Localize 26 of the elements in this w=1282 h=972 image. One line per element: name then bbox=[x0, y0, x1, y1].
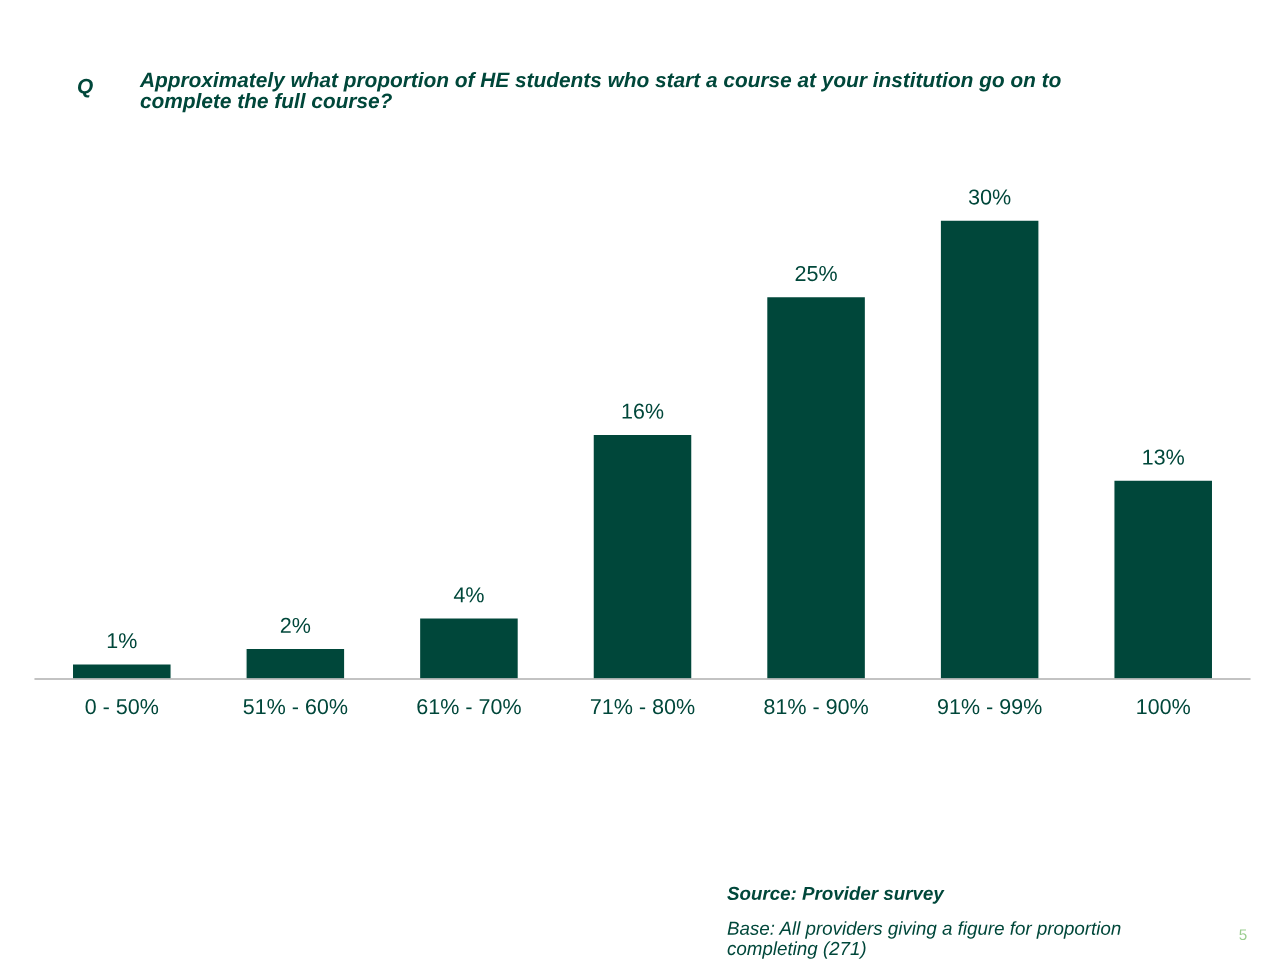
bar bbox=[71, 663, 172, 679]
x-tick-label: 81% - 90% bbox=[764, 699, 868, 715]
bar bbox=[1113, 479, 1214, 679]
text: Q bbox=[78, 78, 93, 98]
bar bbox=[765, 295, 867, 679]
x-tick-label: 51% - 60% bbox=[243, 699, 348, 715]
bar bbox=[592, 433, 693, 679]
x-tick-label: 0 - 50% bbox=[85, 699, 159, 715]
data-label: 13% bbox=[1143, 449, 1184, 465]
data-label: 25% bbox=[795, 265, 837, 282]
data-label: 4% bbox=[453, 587, 484, 603]
x-tick-label: 71% - 80% bbox=[590, 699, 695, 715]
text: 5 bbox=[1239, 929, 1247, 941]
text: Base: All providers giving a figure for proportion completing (271) bbox=[727, 921, 1121, 959]
chart-title: Approximately what proportion of HE students who start a course at your institution go on to complete the full course? bbox=[139, 72, 1061, 113]
x-tick-label: 91% - 99% bbox=[938, 699, 1042, 715]
bar bbox=[939, 220, 1040, 679]
x-tick-label: 100% bbox=[1137, 699, 1190, 715]
data-label: 30% bbox=[968, 189, 1011, 205]
bar bbox=[245, 647, 346, 679]
bar bbox=[418, 617, 520, 679]
data-label: 16% bbox=[622, 403, 664, 419]
x-tick-label: 61% - 70% bbox=[417, 699, 521, 715]
source-note: Source: Provider survey bbox=[727, 886, 945, 904]
data-label: 2% bbox=[280, 617, 311, 633]
data-label: 1% bbox=[107, 633, 137, 649]
